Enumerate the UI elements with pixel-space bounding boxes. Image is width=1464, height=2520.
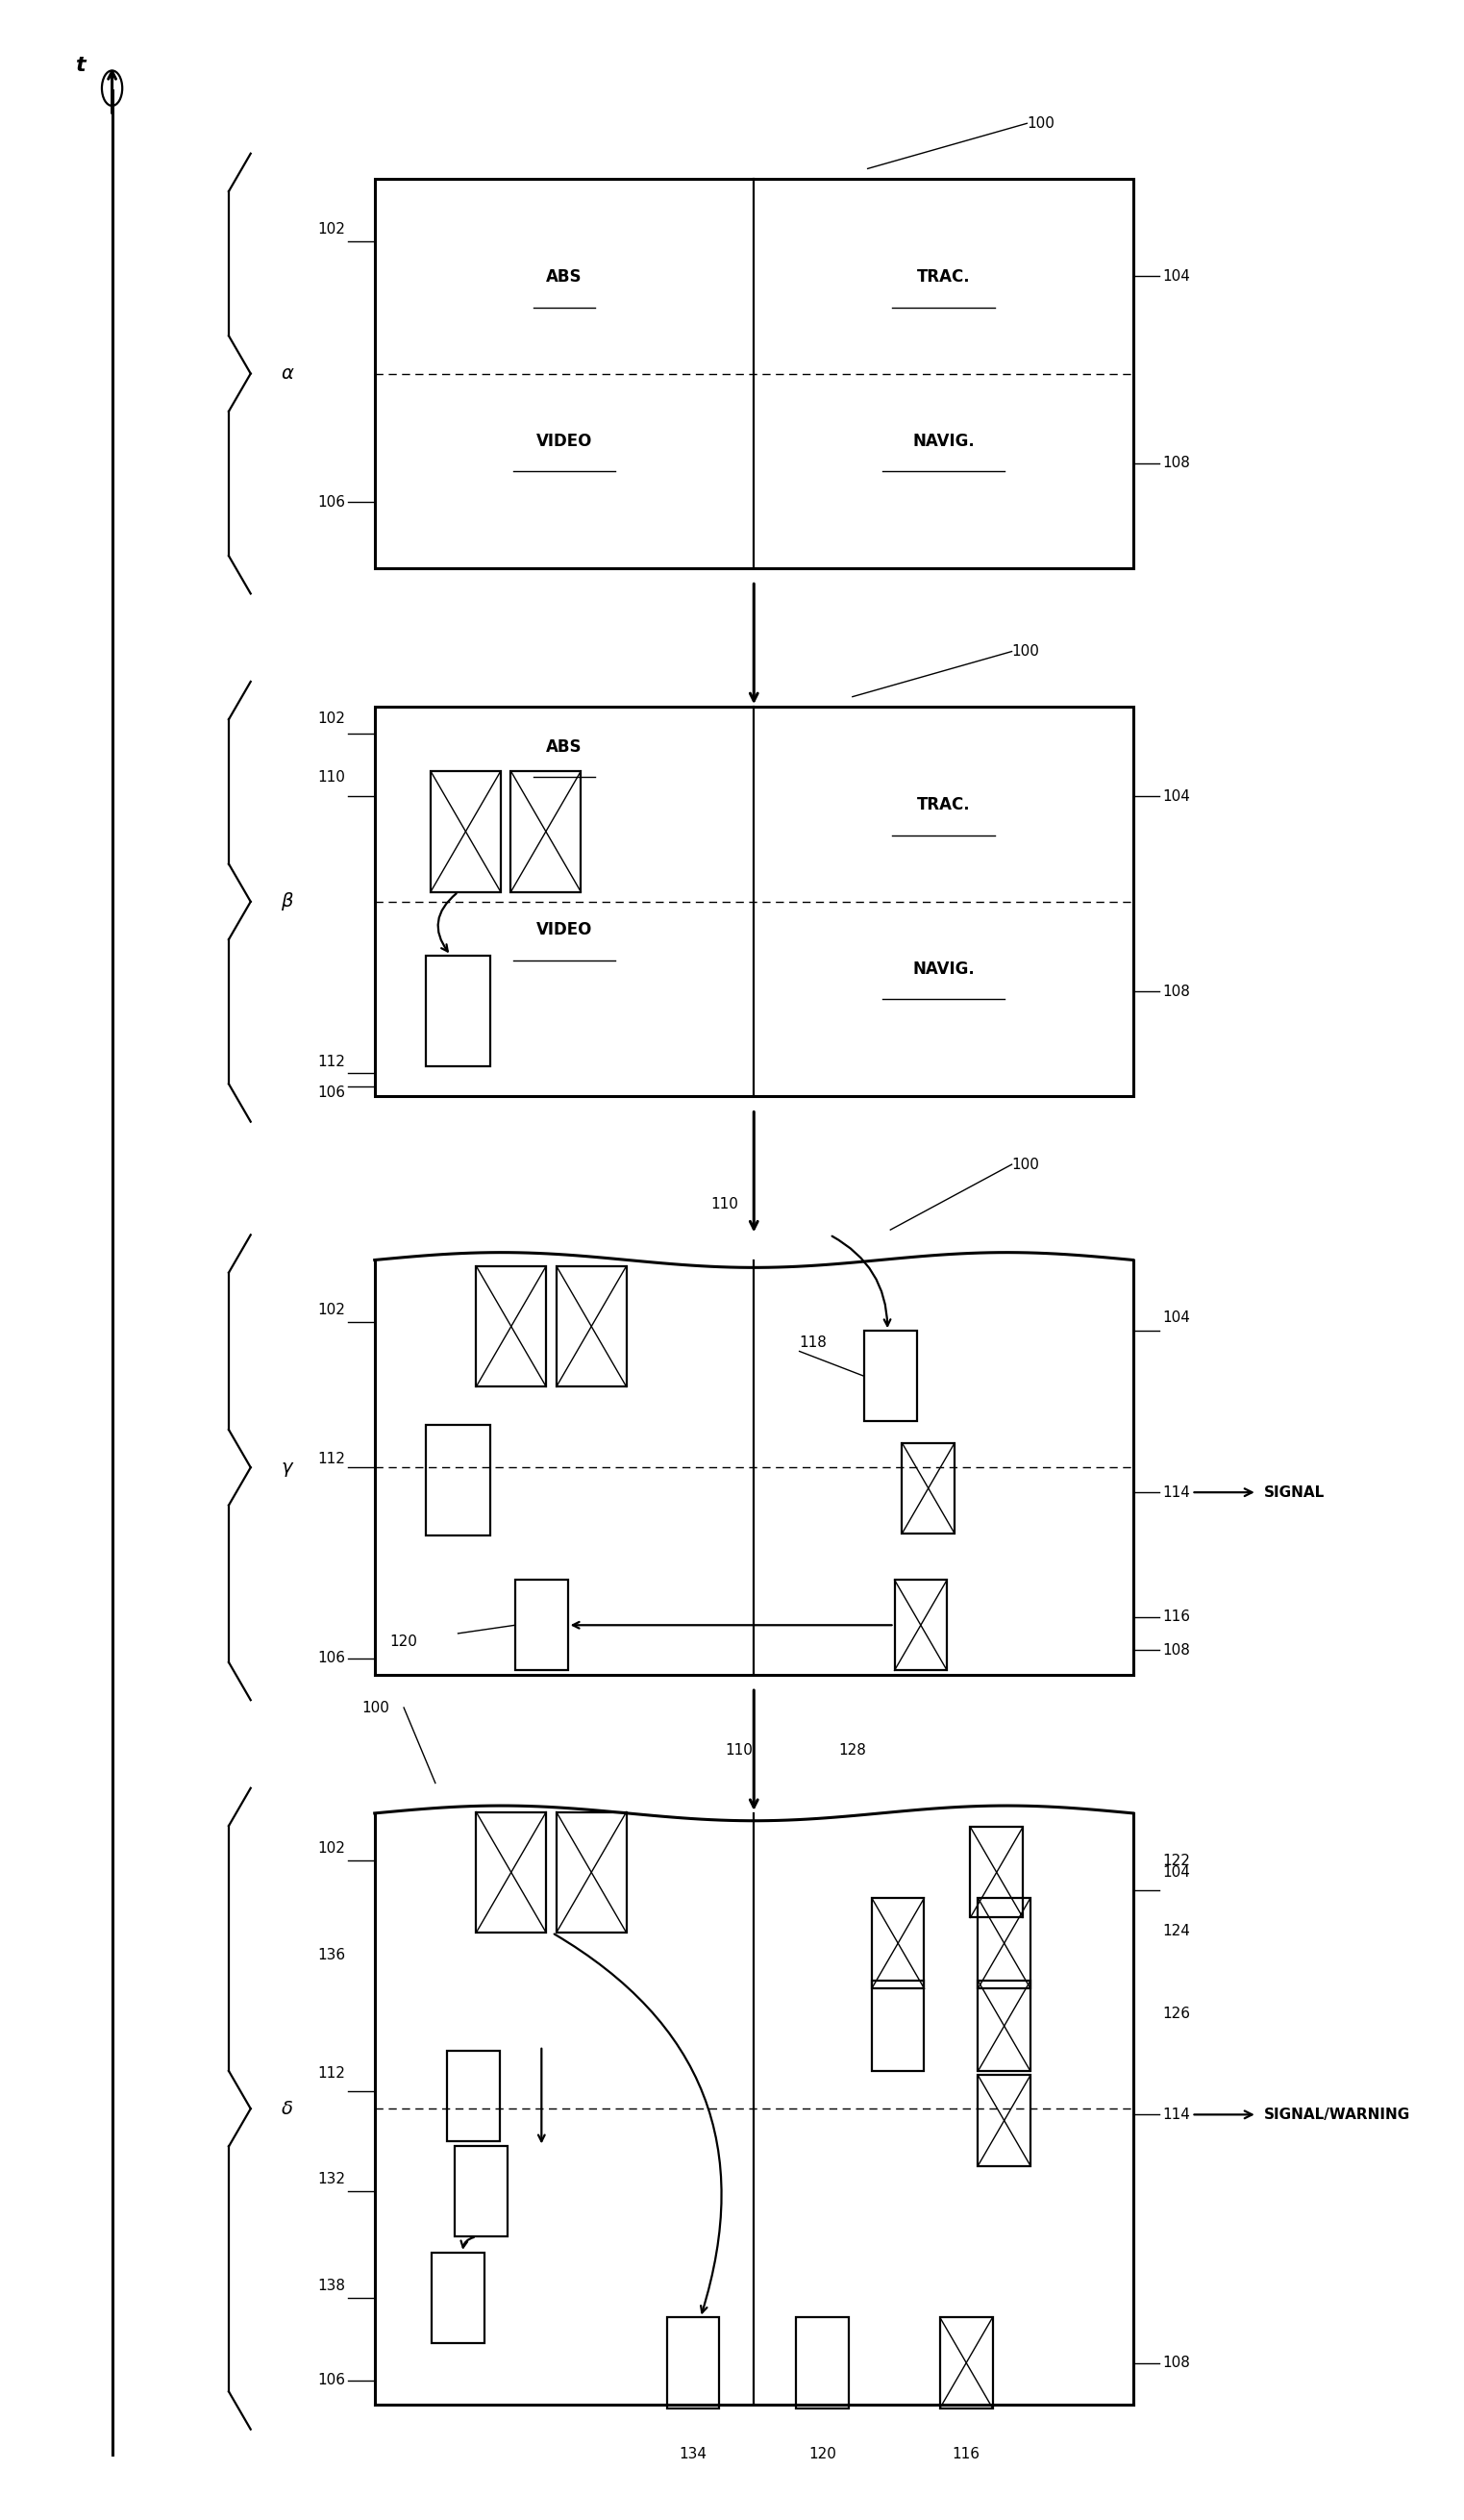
Bar	[796, 2318, 849, 2409]
Bar	[895, 1580, 947, 1671]
Text: 106: 106	[318, 1086, 346, 1099]
Text: 108: 108	[1162, 985, 1190, 998]
Bar	[556, 1265, 627, 1386]
Text: 104: 104	[1162, 1310, 1190, 1326]
Bar	[971, 1827, 1023, 1918]
Bar	[940, 2318, 993, 2409]
Bar	[432, 2253, 485, 2344]
Bar	[978, 2076, 1031, 2165]
Text: 118: 118	[799, 1336, 827, 1351]
Text: 110: 110	[712, 1197, 738, 1212]
Text: NAVIG.: NAVIG.	[912, 433, 975, 449]
Bar	[375, 706, 1133, 1096]
Text: 110: 110	[318, 769, 346, 784]
Bar	[864, 1331, 916, 1421]
Bar	[476, 1265, 546, 1386]
Text: 100: 100	[362, 1701, 389, 1714]
Text: 108: 108	[1162, 456, 1190, 471]
Text: 114: 114	[1162, 1484, 1190, 1499]
Text: TRAC.: TRAC.	[916, 796, 971, 814]
Text: TRAC.: TRAC.	[916, 270, 971, 285]
Text: 106: 106	[318, 494, 346, 509]
Bar	[978, 1898, 1031, 1988]
Text: 128: 128	[839, 1744, 867, 1756]
Text: 106: 106	[318, 2374, 346, 2389]
Text: ABS: ABS	[546, 270, 583, 285]
Text: 100: 100	[1012, 1157, 1039, 1172]
Bar	[871, 1898, 924, 1988]
Text: 112: 112	[318, 1452, 346, 1467]
Text: 116: 116	[1162, 1610, 1190, 1623]
Text: 120: 120	[389, 1635, 417, 1648]
Text: γ: γ	[281, 1459, 293, 1477]
Text: 100: 100	[1012, 645, 1039, 658]
Text: 134: 134	[679, 2447, 707, 2462]
Bar	[430, 771, 501, 892]
Text: 104: 104	[1162, 1865, 1190, 1880]
Text: ABS: ABS	[546, 738, 583, 756]
Text: 102: 102	[318, 1842, 346, 1855]
Text: 110: 110	[726, 1744, 752, 1756]
Bar	[511, 771, 581, 892]
Bar	[447, 2051, 499, 2142]
Text: 116: 116	[952, 2447, 981, 2462]
Text: 100: 100	[1026, 116, 1054, 131]
Text: 102: 102	[318, 222, 346, 237]
Text: α: α	[281, 365, 293, 383]
Text: 122: 122	[1162, 1852, 1190, 1867]
Text: 126: 126	[1162, 2006, 1190, 2021]
Bar	[476, 1812, 546, 1933]
Text: SIGNAL/WARNING: SIGNAL/WARNING	[1265, 2107, 1411, 2122]
Text: β: β	[281, 892, 293, 910]
Text: NAVIG.: NAVIG.	[912, 960, 975, 978]
Text: 108: 108	[1162, 2356, 1190, 2369]
Text: 112: 112	[318, 1053, 346, 1068]
Text: VIDEO: VIDEO	[536, 433, 593, 449]
Bar	[454, 2147, 507, 2238]
Bar	[668, 2318, 719, 2409]
Text: 112: 112	[318, 2066, 346, 2082]
Text: t: t	[75, 55, 85, 76]
Text: 106: 106	[318, 1651, 346, 1666]
Text: 102: 102	[318, 711, 346, 726]
Bar	[871, 1981, 924, 2071]
Text: δ: δ	[281, 2099, 293, 2117]
Text: 104: 104	[1162, 789, 1190, 804]
Bar	[902, 1444, 955, 1535]
Text: 138: 138	[318, 2278, 346, 2293]
Bar	[515, 1580, 568, 1671]
Bar	[556, 1812, 627, 1933]
Text: 102: 102	[318, 1303, 346, 1318]
Bar	[978, 1981, 1031, 2071]
Bar	[426, 1424, 490, 1535]
Text: 136: 136	[318, 1948, 346, 1963]
Bar	[426, 955, 490, 1066]
Text: 132: 132	[318, 2172, 346, 2187]
Text: 108: 108	[1162, 1643, 1190, 1658]
Text: 120: 120	[808, 2447, 836, 2462]
Text: SIGNAL: SIGNAL	[1265, 1484, 1325, 1499]
Text: 104: 104	[1162, 270, 1190, 282]
Text: 124: 124	[1162, 1925, 1190, 1938]
Text: VIDEO: VIDEO	[536, 922, 593, 937]
Text: 114: 114	[1162, 2107, 1190, 2122]
Bar	[375, 179, 1133, 570]
